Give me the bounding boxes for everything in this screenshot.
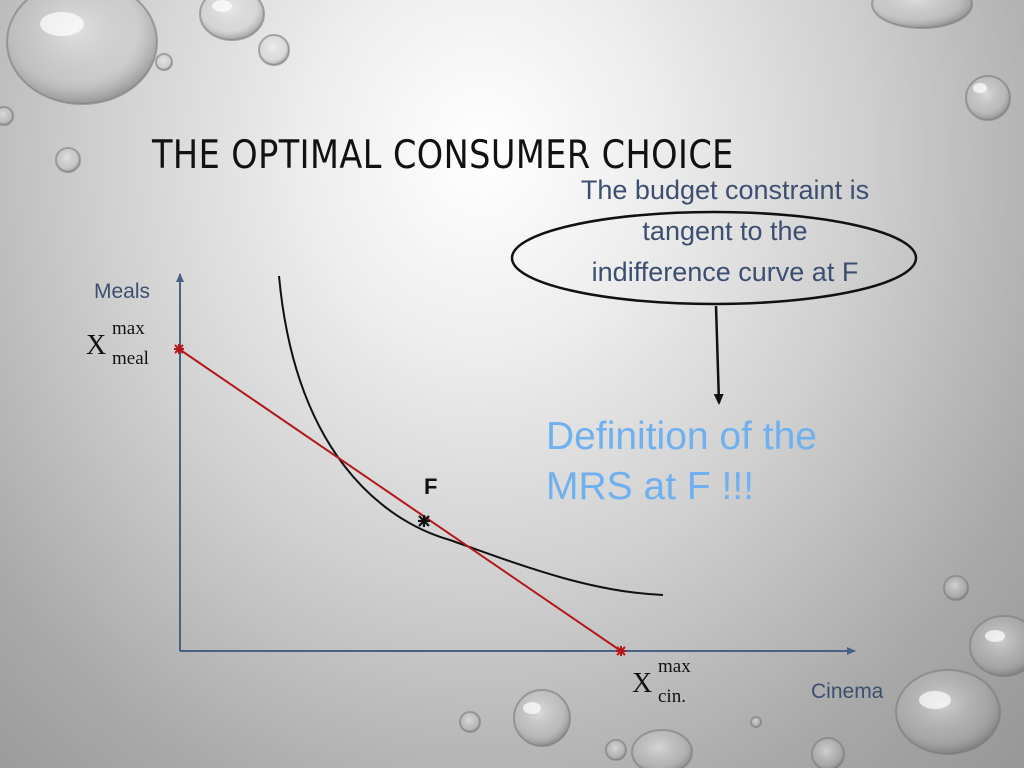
indifference-curve bbox=[278, 275, 664, 596]
note-line-2: tangent to the bbox=[642, 216, 808, 246]
note-line-1: The budget constraint is bbox=[580, 175, 870, 205]
mrs-definition-text: Definition of the MRS at F !!! bbox=[546, 412, 876, 512]
note-line-3: indifference curve at F bbox=[591, 257, 859, 287]
meal-intercept-var: X bbox=[86, 330, 107, 361]
highlight-line-2: MRS at F !!! bbox=[546, 465, 755, 508]
cinema-intercept-sup: max bbox=[658, 656, 691, 677]
meal-intercept-marker bbox=[174, 344, 184, 354]
meal-intercept-sup: max bbox=[112, 318, 145, 339]
highlight-line-1: Definition of the bbox=[546, 415, 818, 458]
cinema-intercept-var: X bbox=[632, 668, 653, 699]
budget-line bbox=[178, 348, 622, 652]
x-axis-label: Cinema bbox=[811, 680, 884, 703]
slide-title: THE OPTIMAL CONSUMER CHOICE bbox=[152, 133, 734, 178]
tangency-point-f bbox=[418, 515, 430, 527]
pointer-arrow bbox=[713, 305, 724, 405]
cinema-intercept-marker bbox=[616, 646, 626, 656]
point-f-label: F bbox=[424, 474, 438, 499]
cinema-intercept-sub: cin. bbox=[658, 686, 686, 707]
tangency-note: The budget constraint is tangent to the … bbox=[520, 170, 930, 293]
meal-intercept-sub: meal bbox=[112, 348, 149, 369]
y-axis-label: Meals bbox=[94, 280, 151, 303]
note-highlight-ellipse bbox=[510, 210, 918, 306]
